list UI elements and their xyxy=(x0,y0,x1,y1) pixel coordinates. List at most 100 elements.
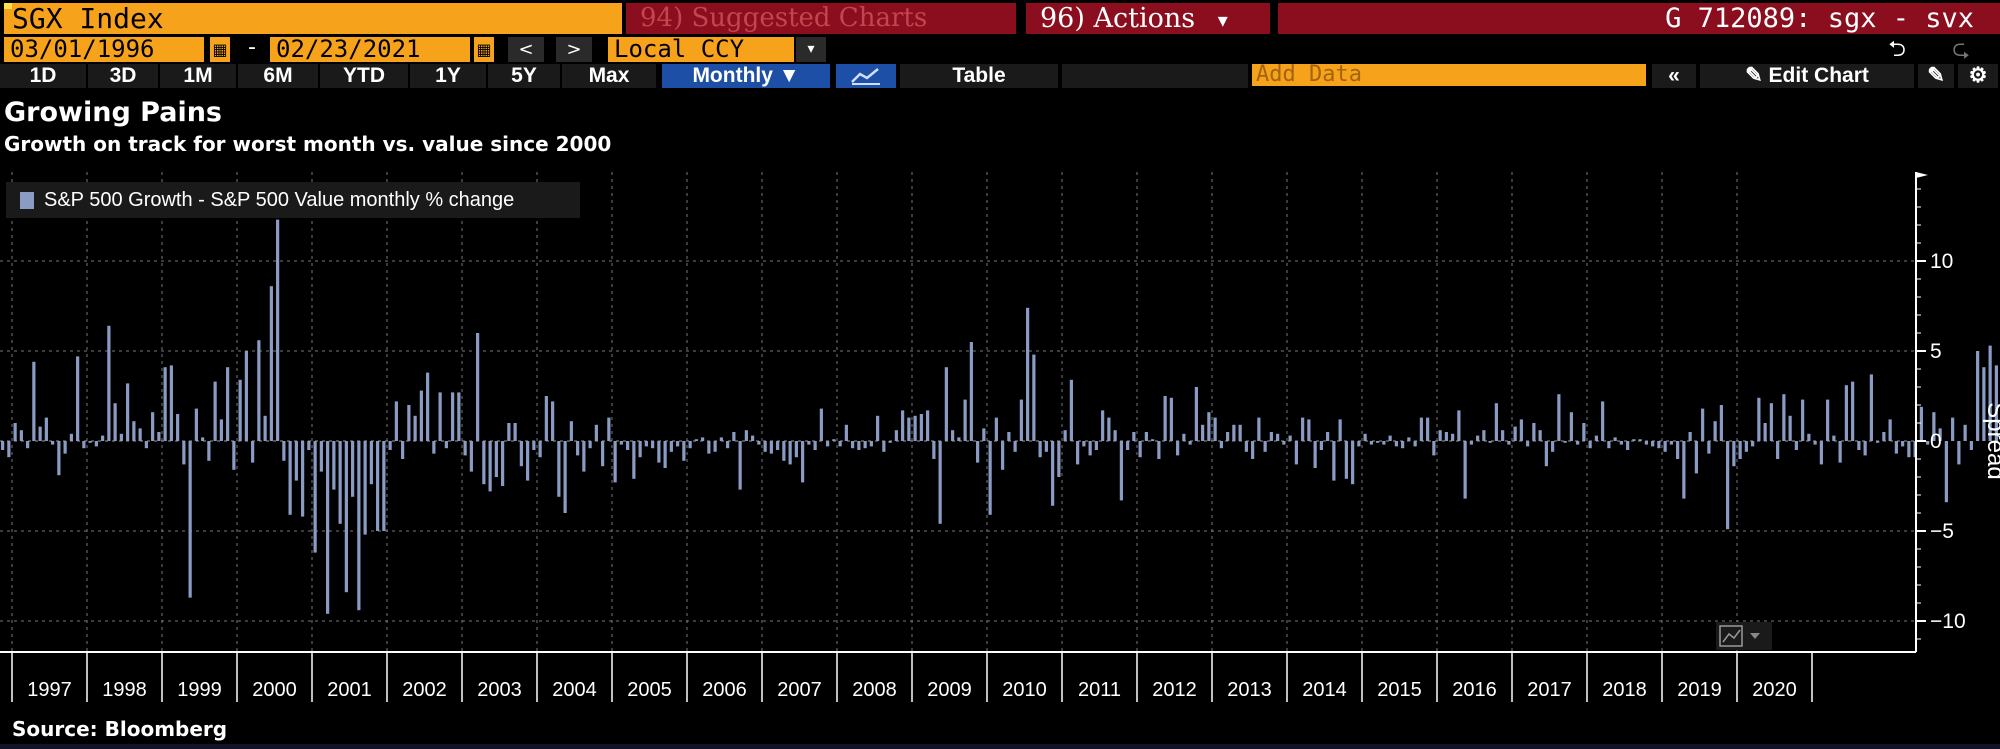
bar xyxy=(451,392,455,441)
bar xyxy=(1638,439,1642,441)
bar xyxy=(851,441,855,449)
bar xyxy=(26,441,30,449)
x-tick-label: 2000 xyxy=(252,679,297,701)
undo-icon[interactable]: ⮌ xyxy=(1888,37,1906,62)
bar xyxy=(1938,428,1942,441)
bar xyxy=(1201,424,1205,441)
bar xyxy=(457,392,461,441)
bar xyxy=(1932,412,1936,441)
gear-icon[interactable]: ⚙ xyxy=(1958,64,1998,88)
bar xyxy=(357,441,361,611)
add-data-input[interactable]: Add Data xyxy=(1252,64,1646,86)
security-field[interactable]: SGX Index xyxy=(4,3,622,34)
period-1y[interactable]: 1Y xyxy=(410,64,486,88)
bar xyxy=(51,441,55,445)
bar xyxy=(1419,417,1423,441)
bar xyxy=(1663,441,1667,452)
bar xyxy=(838,441,842,447)
bar xyxy=(1776,441,1780,459)
redo-icon[interactable]: ⮎ xyxy=(1952,37,1970,62)
currency-select[interactable]: Local CCY xyxy=(608,37,794,62)
bar xyxy=(219,419,223,441)
draw-tool-icon[interactable]: ✎ xyxy=(1918,64,1954,88)
bar xyxy=(1501,430,1505,441)
actions-button[interactable]: 96) Actions ▾ xyxy=(1026,3,1270,34)
bar xyxy=(1757,397,1761,441)
bar xyxy=(1713,421,1717,441)
bar xyxy=(1901,441,1905,447)
period-5y[interactable]: 5Y xyxy=(488,64,560,88)
bar xyxy=(1276,433,1280,441)
bar xyxy=(744,430,748,441)
bar xyxy=(88,441,92,443)
bar xyxy=(1513,426,1517,441)
bar xyxy=(38,426,42,441)
period-1d[interactable]: 1D xyxy=(0,64,86,88)
calendar-icon[interactable]: ▦ xyxy=(210,37,230,62)
next-period-button[interactable]: > xyxy=(556,37,592,62)
bar xyxy=(232,441,236,470)
end-date-input[interactable]: 02/23/2021 xyxy=(270,37,470,62)
bar xyxy=(1632,439,1636,441)
bar xyxy=(1432,441,1436,456)
bar xyxy=(944,367,948,441)
bar xyxy=(738,441,742,490)
field-marker xyxy=(4,3,12,9)
bar xyxy=(1238,424,1242,441)
frequency-select[interactable]: Monthly ▼ xyxy=(662,64,830,88)
bar xyxy=(363,441,367,535)
x-tick-label: 2015 xyxy=(1377,679,1422,701)
line-chart-icon[interactable] xyxy=(836,64,896,88)
bar xyxy=(1669,441,1673,445)
table-button[interactable]: Table xyxy=(900,64,1058,88)
x-tick-label: 2005 xyxy=(627,679,672,701)
period-6m[interactable]: 6M xyxy=(238,64,318,88)
chart-legend[interactable]: S&P 500 Growth - S&P 500 Value monthly %… xyxy=(6,182,580,218)
period-1m[interactable]: 1M xyxy=(160,64,236,88)
bar xyxy=(719,437,723,441)
bar xyxy=(832,439,836,441)
bar xyxy=(1532,423,1536,441)
x-tick-label: 2013 xyxy=(1227,679,1272,701)
bar xyxy=(1688,432,1692,441)
chart-code: G 712089: sgx - svx xyxy=(1278,3,2000,34)
bar xyxy=(819,408,823,441)
bar xyxy=(588,441,592,449)
edit-chart-button[interactable]: ✎ Edit Chart xyxy=(1700,64,1914,88)
bar xyxy=(1519,419,1523,441)
period-3d[interactable]: 3D xyxy=(88,64,158,88)
bar xyxy=(1894,441,1898,454)
collapse-icon[interactable]: « xyxy=(1652,64,1696,88)
bar xyxy=(619,441,623,445)
bar xyxy=(1326,432,1330,441)
bar xyxy=(507,423,511,441)
bar xyxy=(301,441,305,517)
bar xyxy=(1088,441,1092,456)
period-max[interactable]: Max xyxy=(562,64,656,88)
calendar-icon[interactable]: ▦ xyxy=(474,37,494,62)
start-date-input[interactable]: 03/01/1996 xyxy=(4,37,204,62)
bar xyxy=(869,441,873,447)
bar xyxy=(138,428,142,441)
suggested-charts-button[interactable]: 94) Suggested Charts xyxy=(626,3,1016,34)
x-tick-label: 2011 xyxy=(1078,679,1121,701)
bar xyxy=(463,441,467,456)
bar xyxy=(1644,441,1648,445)
bar xyxy=(1613,437,1617,441)
bar xyxy=(1569,412,1573,441)
bar xyxy=(1751,441,1755,447)
prev-period-button[interactable]: < xyxy=(508,37,544,62)
chevron-down-icon[interactable]: ▾ xyxy=(796,37,826,62)
bar xyxy=(888,441,892,443)
actions-label: 96) Actions xyxy=(1040,3,1196,34)
bar xyxy=(919,414,923,441)
period-ytd[interactable]: YTD xyxy=(320,64,408,88)
x-tick-label: 2020 xyxy=(1752,679,1797,701)
bar xyxy=(1801,399,1805,441)
x-tick-label: 2008 xyxy=(852,679,897,701)
y-tick-label: 0 xyxy=(1930,430,1942,453)
bar xyxy=(94,441,98,447)
bar xyxy=(551,401,555,441)
bar xyxy=(607,417,611,441)
bar xyxy=(1626,441,1630,450)
